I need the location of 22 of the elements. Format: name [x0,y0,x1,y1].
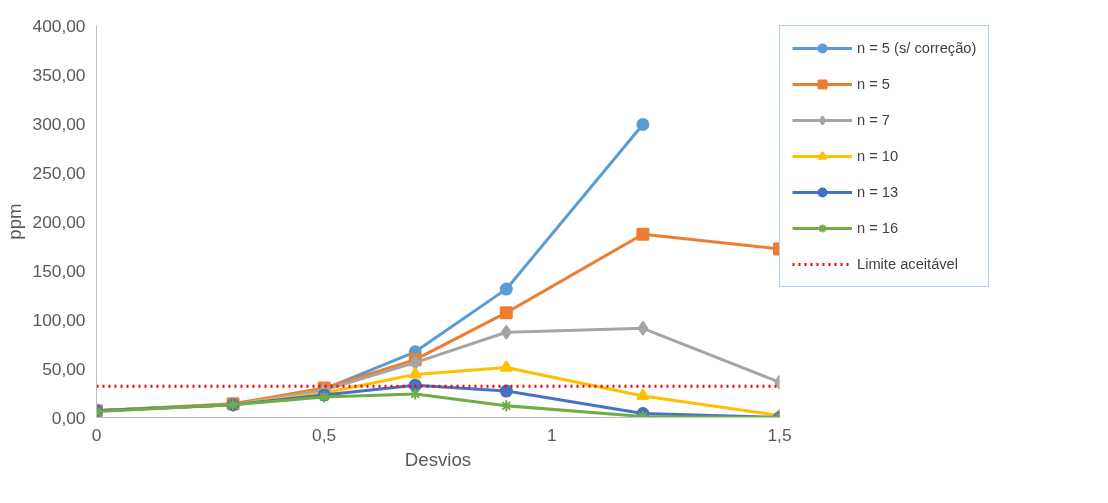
y-tick-label: 350,00 [32,64,86,85]
y-tick-label: 50,00 [42,358,86,379]
legend-label: Limite aceitável [857,256,959,272]
x-tick-label: 0 [91,424,102,445]
legend-label: n = 13 [857,184,899,200]
y-tick-label: 200,00 [32,211,86,232]
y-tick-label: 100,00 [32,309,86,330]
y-axis-title: ppm [3,203,25,240]
x-tick-label: 1,5 [767,424,792,445]
y-tick-label: 250,00 [32,162,86,183]
legend-label: n = 5 (s/ correção) [857,40,977,56]
x-tick-label: 1 [547,424,557,445]
legend-label: n = 5 [857,76,891,92]
y-tick-label: 150,00 [32,260,86,281]
y-tick-label: 400,00 [32,15,86,36]
legend-label: n = 10 [857,148,899,164]
legend-label: n = 16 [857,220,899,236]
y-tick-label: 0,00 [51,407,86,428]
x-tick-label: 0,5 [312,424,337,445]
y-tick-label: 300,00 [32,113,86,134]
x-axis-title: Desvios [404,448,472,470]
legend-label: n = 7 [857,112,891,128]
